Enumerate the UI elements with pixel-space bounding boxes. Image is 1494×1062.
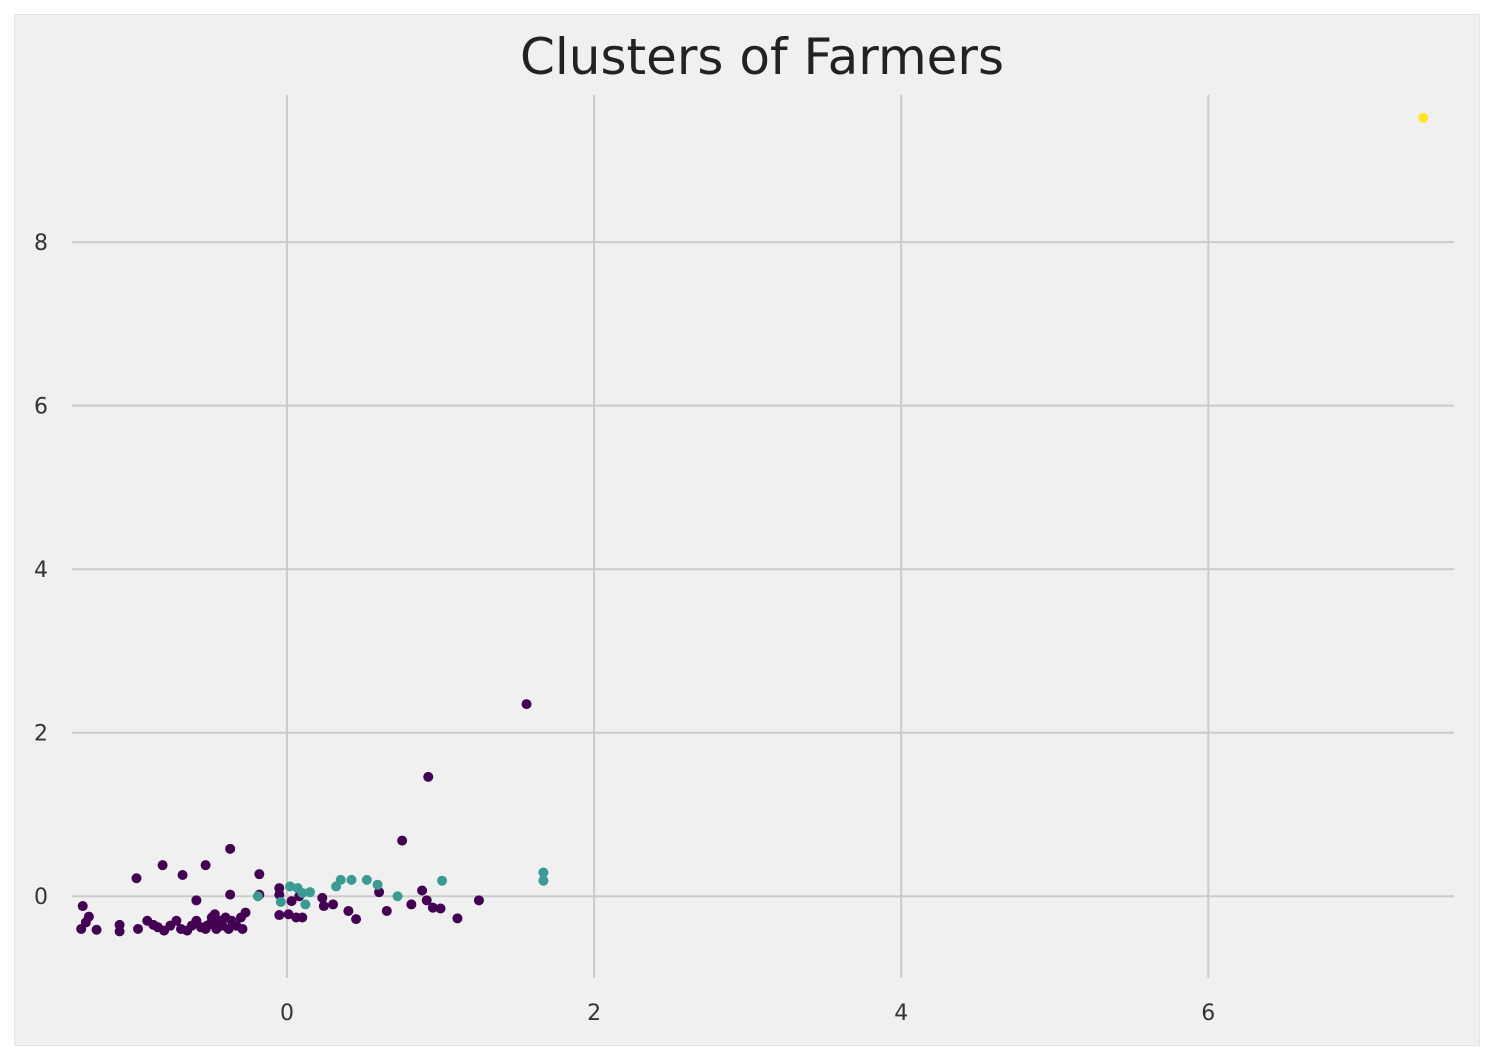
cluster-1-point [538,867,549,878]
x-tick-label: 4 [894,1001,908,1026]
y-tick-label: 6 [34,395,48,420]
cluster-0-point [171,915,182,926]
cluster-1-point [297,887,308,898]
cluster-1-point [300,899,311,910]
cluster-1-point [252,891,263,902]
cluster-0-point [473,895,484,906]
cluster-0-point [91,924,102,935]
chart-title: Clusters of Farmers [520,28,1004,86]
cluster-0-point [76,923,87,934]
cluster-1-point [372,879,383,890]
cluster-0-point [318,901,329,912]
cluster-0-point [133,923,144,934]
x-tick-label: 6 [1201,1001,1215,1026]
cluster-1-point [392,891,403,902]
cluster-0-point [225,843,236,854]
cluster-0-point [417,885,428,896]
cluster-1-point [361,874,372,885]
cluster-0-point [223,923,234,934]
cluster-1-point [346,874,357,885]
cluster-1-point [335,874,346,885]
cluster-0-point [351,914,362,925]
cluster-0-point [114,926,125,937]
cluster-0-point [521,699,532,710]
data-points [76,112,1429,937]
cluster-0-point [254,869,265,880]
y-tick-label: 4 [34,558,48,583]
y-tick-label: 0 [34,885,48,910]
cluster-0-point [77,901,88,912]
y-tick-label: 8 [34,231,48,256]
cluster-0-point [423,771,434,782]
cluster-0-point [131,873,142,884]
cluster-0-point [202,920,213,931]
cluster-0-point [191,895,202,906]
cluster-2-point [1418,112,1429,123]
cluster-0-point [452,913,463,924]
cluster-0-point [381,905,392,916]
cluster-0-point [214,917,225,928]
cluster-0-point [274,883,285,894]
cluster-0-point [209,909,220,920]
cluster-1-point [275,896,286,907]
cluster-0-point [328,899,339,910]
cluster-0-point [177,869,188,880]
cluster-0-point [397,835,408,846]
grid-lines [72,95,1454,978]
cluster-0-point [237,923,248,934]
y-tick-label: 2 [34,722,48,747]
x-tick-label: 2 [587,1001,601,1026]
cluster-0-point [427,902,438,913]
cluster-1-point [437,875,448,886]
cluster-0-point [421,895,432,906]
tick-labels: 0 2 4 6 0 2 4 6 8 [34,231,1215,1026]
cluster-0-point [435,903,446,914]
cluster-0-point [317,892,328,903]
cluster-0-point [157,860,168,871]
cluster-0-point [283,909,294,920]
cluster-0-point [274,910,285,921]
x-tick-label: 0 [280,1001,294,1026]
cluster-0-point [343,905,354,916]
cluster-0-point [297,912,308,923]
cluster-0-point [200,860,211,871]
cluster-0-point [240,907,251,918]
cluster-0-point [225,889,236,900]
cluster-1-point [285,881,296,892]
cluster-1-point [305,887,316,898]
cluster-0-point [406,899,417,910]
cluster-0-point [286,896,297,907]
cluster-1-point [538,875,549,886]
